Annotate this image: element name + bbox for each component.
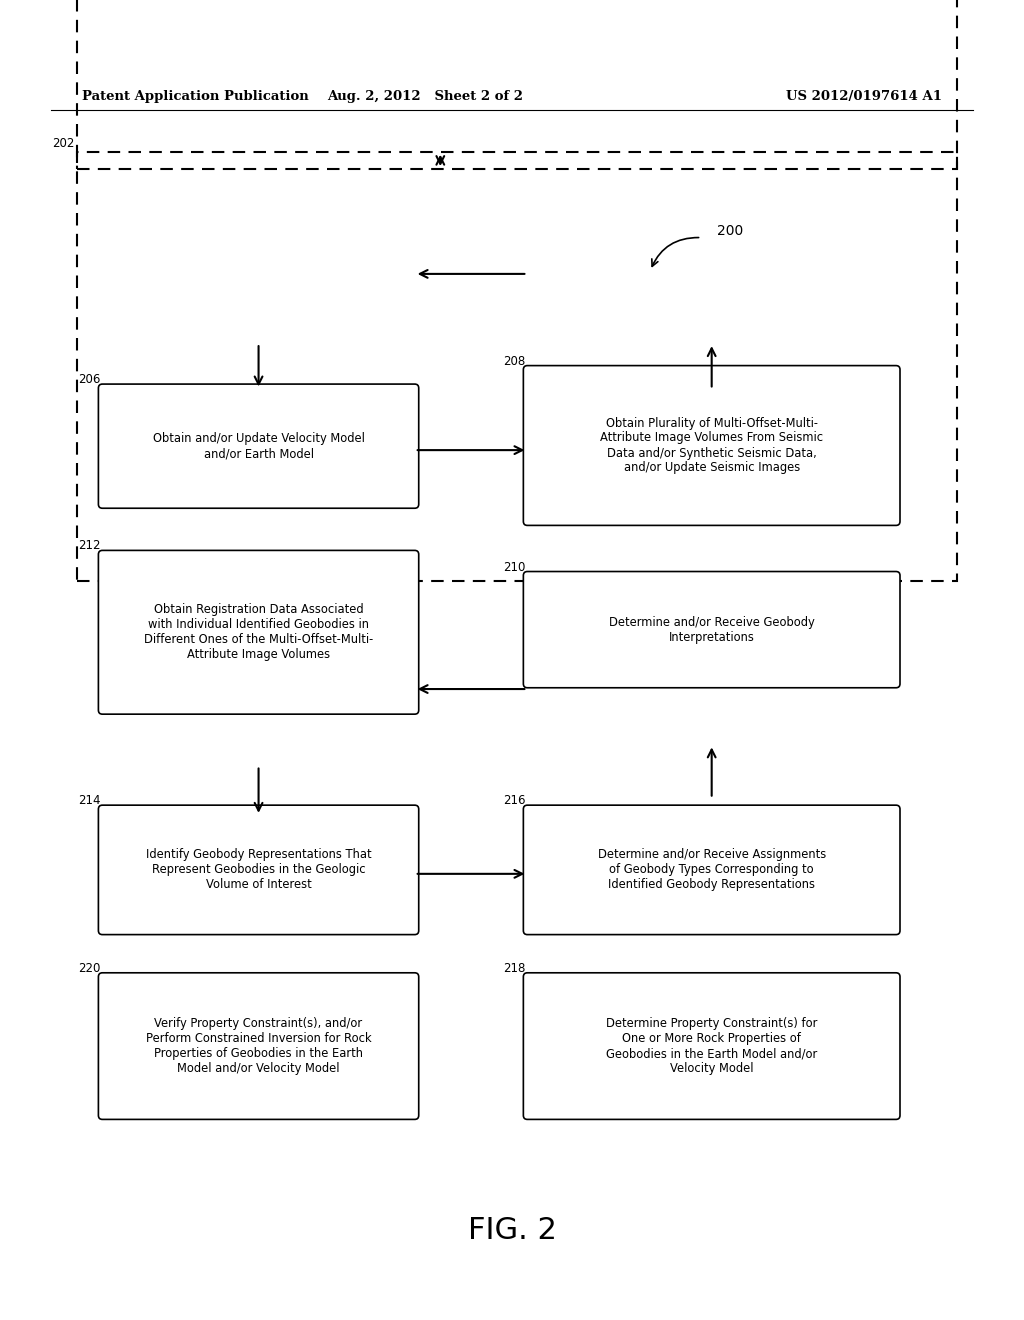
Text: 210: 210	[503, 561, 525, 573]
Text: Determine and/or Receive Geobody
Interpretations: Determine and/or Receive Geobody Interpr…	[609, 615, 814, 644]
FancyArrowPatch shape	[420, 685, 524, 693]
FancyBboxPatch shape	[98, 973, 419, 1119]
Text: 206: 206	[78, 374, 100, 385]
Text: 212: 212	[78, 540, 100, 552]
FancyBboxPatch shape	[98, 384, 419, 508]
FancyArrowPatch shape	[436, 156, 444, 165]
Text: 208: 208	[503, 355, 525, 367]
Text: Aug. 2, 2012   Sheet 2 of 2: Aug. 2, 2012 Sheet 2 of 2	[327, 90, 523, 103]
FancyBboxPatch shape	[523, 572, 900, 688]
Text: Identify Geobody Representations That
Represent Geobodies in the Geologic
Volume: Identify Geobody Representations That Re…	[145, 849, 372, 891]
FancyArrowPatch shape	[652, 238, 698, 267]
Text: FIG. 2: FIG. 2	[468, 1216, 556, 1245]
Bar	[77, 152, 957, 581]
Text: 220: 220	[78, 962, 100, 974]
FancyArrowPatch shape	[418, 446, 522, 454]
Text: 202: 202	[52, 137, 75, 149]
FancyBboxPatch shape	[98, 805, 419, 935]
Text: Patent Application Publication: Patent Application Publication	[82, 90, 308, 103]
FancyArrowPatch shape	[418, 870, 522, 878]
FancyArrowPatch shape	[255, 346, 262, 384]
Text: 214: 214	[78, 795, 100, 807]
FancyBboxPatch shape	[523, 973, 900, 1119]
Text: Determine and/or Receive Assignments
of Geobody Types Corresponding to
Identifie: Determine and/or Receive Assignments of …	[598, 849, 825, 891]
FancyArrowPatch shape	[255, 768, 262, 810]
Text: 200: 200	[717, 224, 743, 238]
FancyBboxPatch shape	[98, 550, 419, 714]
Text: US 2012/0197614 A1: US 2012/0197614 A1	[786, 90, 942, 103]
Text: Obtain Plurality of Multi-Offset-Multi-
Attribute Image Volumes From Seismic
Dat: Obtain Plurality of Multi-Offset-Multi- …	[600, 417, 823, 474]
Text: Verify Property Constraint(s), and/or
Perform Constrained Inversion for Rock
Pro: Verify Property Constraint(s), and/or Pe…	[145, 1018, 372, 1074]
FancyArrowPatch shape	[708, 750, 716, 796]
Text: 216: 216	[503, 795, 525, 807]
Bar	[77, 0, 957, 169]
Text: 218: 218	[503, 962, 525, 974]
FancyArrowPatch shape	[420, 271, 524, 277]
FancyArrowPatch shape	[708, 348, 716, 387]
FancyBboxPatch shape	[523, 366, 900, 525]
Text: Obtain Registration Data Associated
with Individual Identified Geobodies in
Diff: Obtain Registration Data Associated with…	[144, 603, 373, 661]
Text: Obtain and/or Update Velocity Model
and/or Earth Model: Obtain and/or Update Velocity Model and/…	[153, 432, 365, 461]
FancyBboxPatch shape	[523, 805, 900, 935]
Text: Determine Property Constraint(s) for
One or More Rock Properties of
Geobodies in: Determine Property Constraint(s) for One…	[606, 1018, 817, 1074]
